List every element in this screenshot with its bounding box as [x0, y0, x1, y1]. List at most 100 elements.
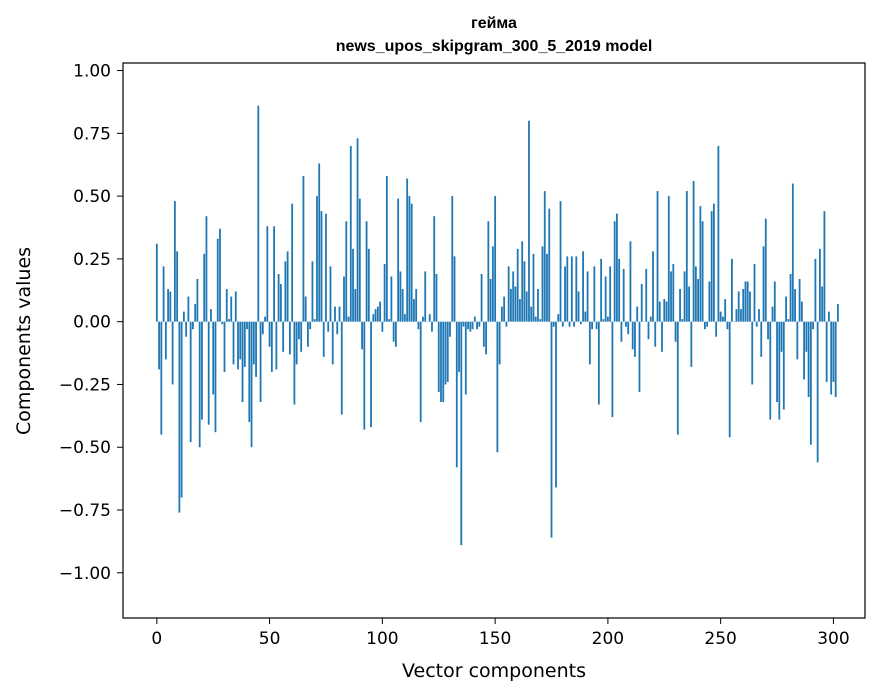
bar [385, 176, 388, 322]
bar [584, 311, 587, 322]
bar [212, 321, 215, 395]
bar [828, 311, 830, 322]
bar [462, 321, 465, 327]
y-tick-label: 0.75 [73, 124, 111, 144]
bar [638, 321, 641, 392]
bar [785, 296, 787, 322]
bar [376, 306, 379, 322]
bar [550, 321, 553, 538]
bar [570, 256, 573, 322]
bar [537, 289, 539, 322]
bar [367, 248, 370, 322]
bar [645, 268, 648, 322]
bar [780, 321, 783, 352]
bar [435, 273, 438, 322]
bar [449, 321, 451, 337]
bar [399, 271, 402, 322]
bar [582, 251, 584, 322]
bar [613, 221, 616, 322]
bar [577, 291, 580, 322]
bar [284, 261, 287, 322]
bar [424, 271, 427, 322]
bar [307, 321, 309, 347]
bar [591, 321, 593, 330]
bar [329, 266, 332, 322]
bar [627, 321, 630, 335]
bar [243, 321, 246, 367]
bar [302, 176, 305, 322]
bar [347, 316, 350, 322]
bar [237, 321, 239, 370]
bar [685, 191, 688, 322]
bar [778, 321, 781, 420]
bar [640, 284, 643, 322]
bar [631, 321, 634, 350]
bar [320, 211, 323, 322]
bar [473, 316, 476, 322]
bar [510, 289, 512, 322]
bar [487, 221, 490, 322]
bar [467, 321, 469, 330]
bar [173, 201, 176, 322]
bar [370, 321, 372, 428]
bar [428, 314, 431, 322]
bar [356, 138, 359, 322]
bar [821, 286, 824, 322]
bar [764, 218, 767, 322]
bar [239, 321, 242, 360]
bar [834, 321, 837, 398]
bar [241, 321, 244, 403]
bar [688, 286, 690, 322]
bar [760, 321, 763, 357]
bar [699, 206, 702, 322]
bar [595, 321, 598, 330]
bar [557, 314, 560, 322]
bar [794, 289, 796, 322]
bar [674, 321, 677, 342]
bar [753, 263, 756, 322]
bar [652, 251, 654, 322]
bar [216, 238, 219, 322]
bar [503, 296, 506, 322]
bar [818, 248, 821, 322]
bar [162, 266, 165, 322]
bar [658, 301, 661, 322]
bar [327, 321, 330, 332]
bar [358, 198, 361, 322]
ticks-group: 0 50 100 150 200 250 300 1.00 0.75 0.50 0.25 0.00 −0… [59, 62, 850, 649]
bar [491, 246, 494, 322]
bar [552, 321, 555, 327]
bar [230, 296, 233, 322]
bar [773, 281, 776, 322]
bar [451, 196, 454, 322]
bar [478, 321, 481, 327]
bar [331, 321, 334, 365]
bar [782, 321, 785, 410]
bar [543, 191, 546, 322]
bar [417, 321, 420, 330]
bar [559, 201, 562, 322]
bar [541, 246, 544, 322]
bar [282, 321, 285, 352]
y-tick-label: 0.25 [73, 250, 111, 270]
bar [322, 321, 325, 357]
bar [388, 319, 391, 322]
bar [433, 216, 436, 322]
bar [401, 289, 404, 322]
bar [726, 321, 729, 330]
bar [352, 248, 354, 322]
bar [568, 321, 571, 327]
bar [288, 321, 291, 355]
bar [548, 208, 551, 322]
bar [746, 281, 749, 322]
bar [275, 321, 278, 370]
bar [654, 321, 657, 347]
bar [498, 321, 501, 365]
bar [471, 321, 474, 330]
chart-title-line2: news_upos_skipgram_300_5_2019 model [336, 38, 653, 55]
bar [805, 321, 808, 352]
bar [816, 321, 819, 463]
bar [769, 321, 772, 420]
bar [406, 178, 409, 322]
bar [455, 321, 458, 468]
